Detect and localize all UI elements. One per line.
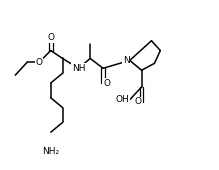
Text: N: N	[123, 56, 130, 65]
Text: OH: OH	[116, 95, 130, 104]
Text: NH₂: NH₂	[42, 147, 59, 156]
Text: O: O	[47, 33, 54, 42]
Text: NH: NH	[72, 64, 85, 73]
Text: O: O	[35, 58, 42, 67]
Text: O: O	[103, 79, 110, 88]
Text: O: O	[135, 97, 142, 106]
